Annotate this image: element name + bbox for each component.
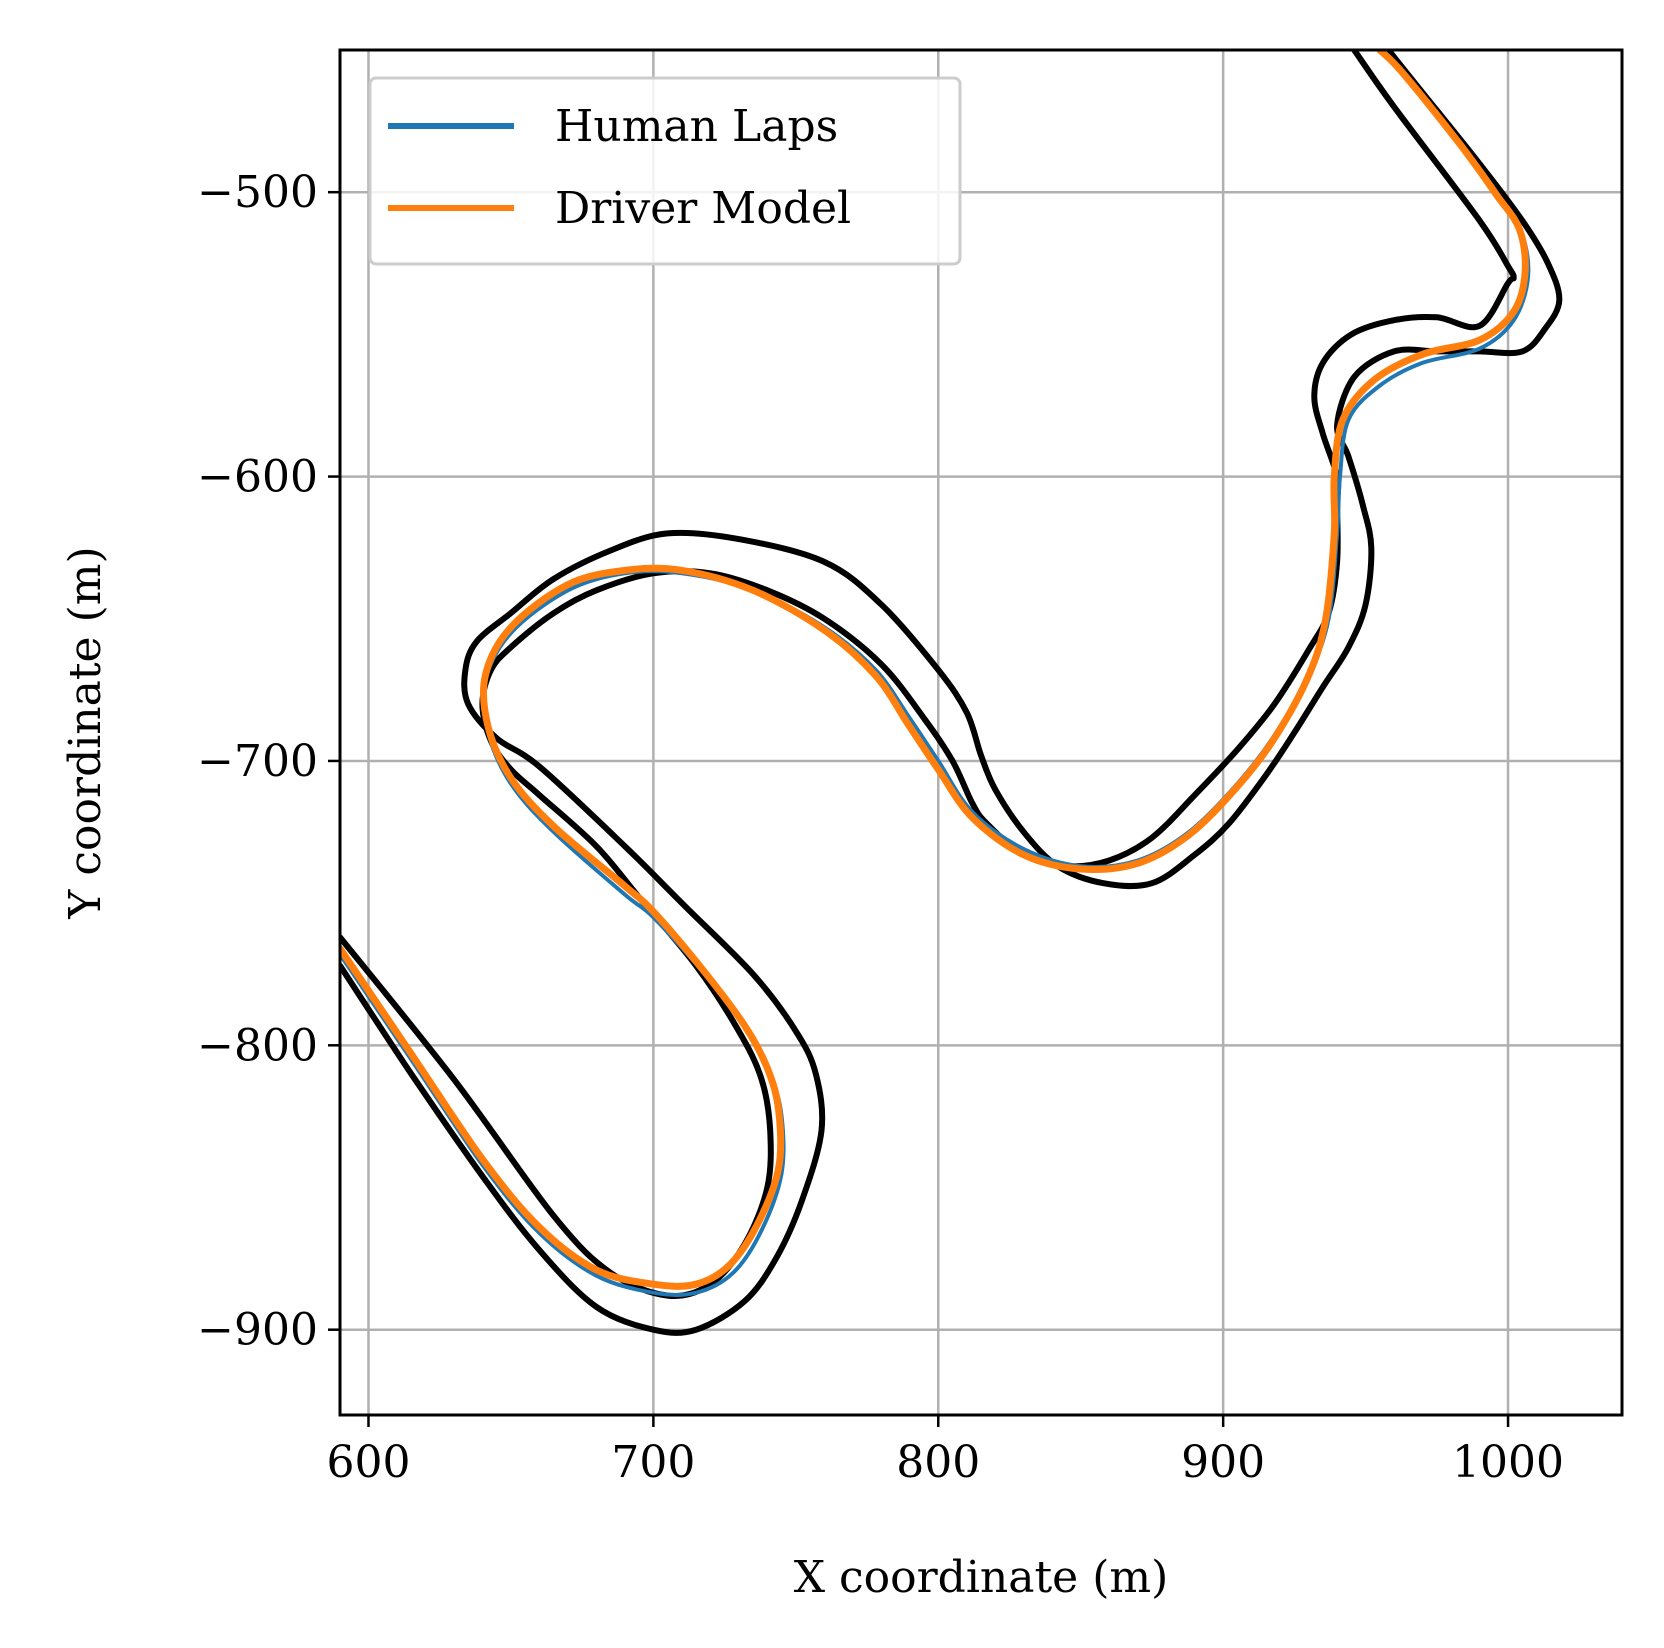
legend-entry-driver-model: Driver Model — [555, 183, 851, 234]
legend-entry-human-laps: Human Laps — [555, 101, 838, 152]
y-tick-label: −800 — [197, 1020, 318, 1071]
track-boundary-inner — [340, 50, 1517, 1300]
ticks: 600 700 800 900 1000 −500 −600 −700 −800 −900 — [197, 167, 1564, 1488]
y-tick-label: −900 — [197, 1305, 318, 1356]
x-tick-label: 700 — [611, 1437, 695, 1488]
track-boundary-outer — [340, 50, 1563, 1336]
track-boundaries — [340, 50, 1563, 1336]
x-tick-label: 900 — [1181, 1437, 1265, 1488]
plot-frame — [338, 48, 1624, 1417]
x-tick-label: 1000 — [1452, 1437, 1564, 1488]
y-tick-label: −600 — [197, 452, 318, 503]
y-tick-label: −700 — [197, 736, 318, 787]
x-tick-label: 600 — [326, 1437, 410, 1488]
series-lines — [340, 50, 1531, 1298]
y-tick-label: −500 — [197, 167, 318, 218]
x-axis-label: X coordinate (m) — [794, 1552, 1169, 1603]
legend: Human Laps Driver Model — [368, 76, 962, 266]
y-axis-label: Y coordinate (m) — [60, 546, 111, 919]
x-tick-label: 800 — [896, 1437, 980, 1488]
legend-box — [368, 76, 962, 266]
series-line-driver-model — [340, 50, 1529, 1290]
